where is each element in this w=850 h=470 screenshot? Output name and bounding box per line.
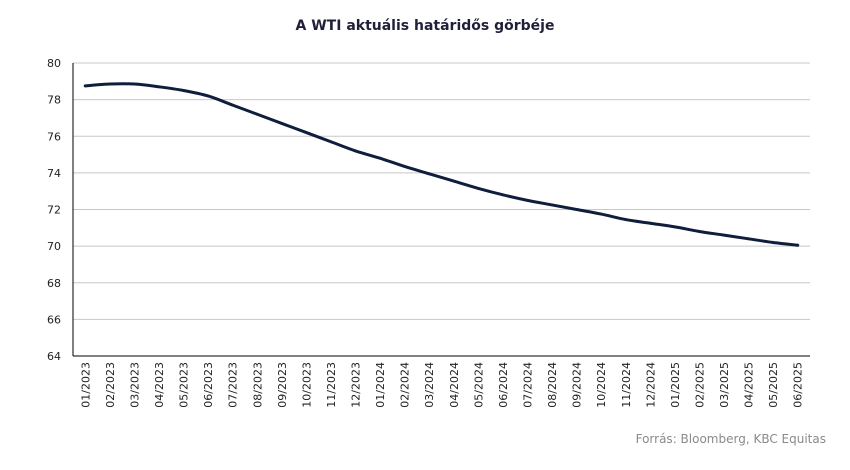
x-tick-label: 09/2024	[571, 362, 584, 408]
x-tick-label: 04/2025	[743, 362, 756, 408]
data-point	[575, 208, 579, 211]
data-point	[83, 84, 87, 88]
x-tick-label: 06/2023	[202, 362, 215, 408]
data-point	[403, 165, 407, 168]
y-tick-label: 80	[47, 57, 61, 70]
data-point	[673, 225, 677, 229]
data-point	[698, 230, 701, 233]
x-tick-label: 03/2025	[718, 362, 731, 408]
x-axis-tick-labels: 01/2023 02/2023 03/2023 04/2023 05/2023 06/20…	[79, 362, 804, 408]
x-tick-label: 06/2024	[497, 362, 510, 408]
data-point	[182, 89, 185, 92]
x-tick-label: 05/2025	[767, 362, 780, 408]
data-point	[329, 140, 333, 144]
data-point	[206, 94, 210, 98]
x-tick-label: 10/2024	[595, 362, 608, 408]
data-point	[427, 172, 431, 176]
x-tick-label: 01/2023	[79, 362, 92, 408]
x-tick-label: 09/2023	[276, 362, 289, 408]
x-tick-label: 01/2025	[669, 362, 682, 408]
series-line	[83, 82, 800, 247]
x-tick-label: 07/2023	[227, 362, 240, 408]
x-tick-label: 11/2023	[325, 362, 338, 408]
data-point	[526, 198, 529, 202]
data-point	[747, 237, 750, 241]
x-tick-label: 12/2023	[350, 362, 363, 408]
y-tick-label: 72	[47, 204, 61, 217]
y-tick-label: 74	[47, 167, 61, 180]
x-tick-label: 06/2025	[792, 362, 805, 408]
data-point	[796, 243, 800, 247]
x-tick-label: 11/2024	[620, 362, 633, 408]
data-point	[648, 221, 652, 225]
grid-lines	[73, 62, 810, 320]
data-point	[231, 103, 235, 107]
source-note: Forrás: Bloomberg, KBC Equitas	[635, 432, 826, 446]
y-tick-label: 76	[47, 130, 61, 143]
x-tick-label: 02/2023	[104, 362, 117, 408]
x-tick-label: 03/2023	[128, 362, 141, 408]
x-tick-label: 02/2024	[399, 362, 412, 408]
data-point	[722, 233, 726, 237]
x-tick-label: 05/2024	[472, 362, 485, 408]
x-tick-label: 07/2024	[521, 362, 534, 408]
data-point	[280, 122, 284, 125]
data-point	[354, 149, 357, 153]
x-tick-label: 08/2024	[546, 362, 559, 408]
data-point	[624, 218, 628, 221]
data-point	[108, 82, 112, 86]
data-point	[476, 187, 480, 190]
x-tick-label: 01/2024	[374, 362, 387, 408]
data-point	[157, 85, 161, 89]
y-tick-label: 78	[47, 94, 61, 107]
data-point	[501, 193, 505, 197]
x-tick-label: 04/2024	[448, 362, 461, 408]
x-tick-label: 04/2023	[153, 362, 166, 408]
x-tick-label: 02/2025	[693, 362, 706, 408]
x-tick-label: 12/2024	[644, 362, 657, 408]
y-tick-label: 66	[47, 313, 61, 326]
data-point	[304, 131, 308, 134]
data-point	[771, 241, 775, 244]
data-point	[378, 156, 382, 160]
axes	[72, 63, 810, 357]
x-tick-label: 10/2023	[300, 362, 313, 408]
data-point	[599, 212, 603, 216]
x-tick-label: 05/2023	[178, 362, 191, 408]
data-point	[255, 112, 259, 116]
y-tick-label: 68	[47, 277, 61, 290]
x-tick-label: 08/2023	[251, 362, 264, 408]
chart-title: A WTI aktuális határidős görbéje	[295, 18, 555, 34]
data-point	[452, 179, 456, 183]
data-point	[550, 203, 554, 207]
y-tick-label: 70	[47, 240, 61, 253]
y-tick-label: 64	[47, 350, 61, 363]
data-point	[133, 82, 136, 86]
x-tick-label: 03/2024	[423, 362, 436, 408]
y-axis-tick-labels: 64 66 68 70 72 74 76 78 80	[47, 57, 61, 363]
series-group	[83, 82, 800, 247]
